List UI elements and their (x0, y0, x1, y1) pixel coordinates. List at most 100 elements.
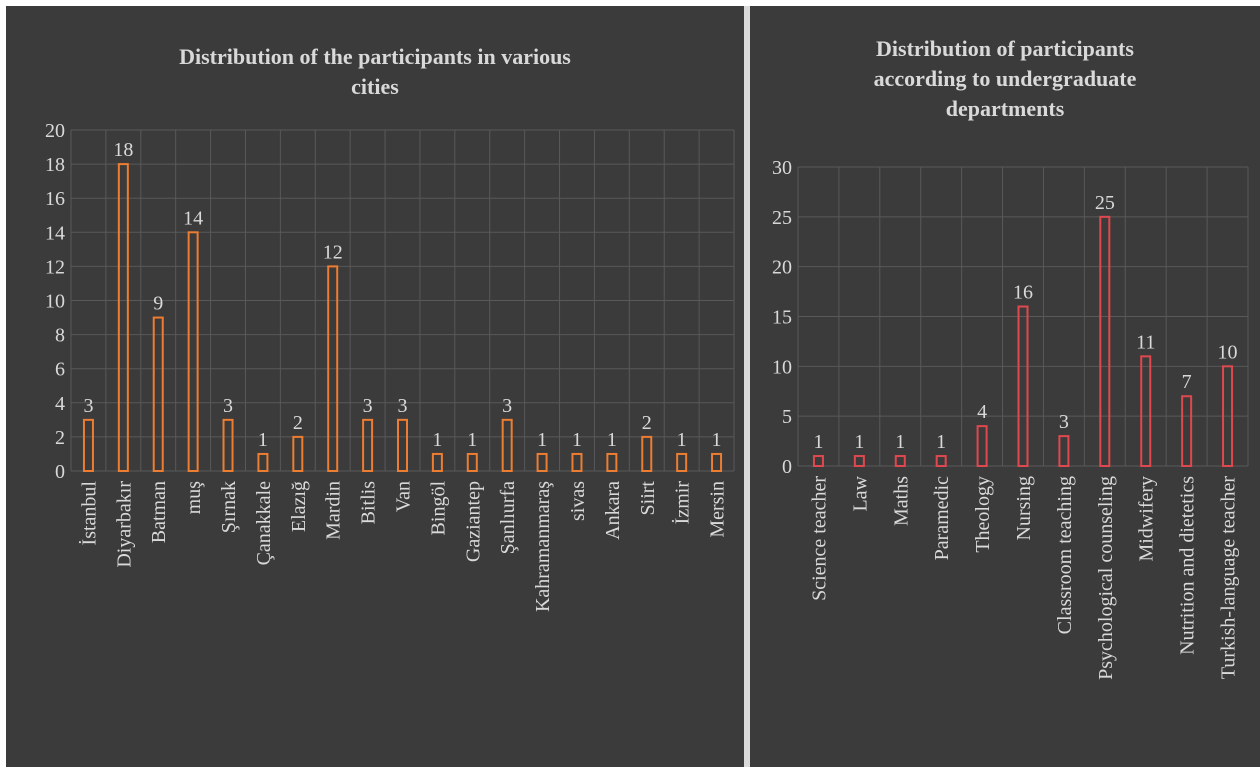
bar (431, 452, 443, 473)
data-label: 1 (895, 431, 905, 453)
bar (1181, 395, 1193, 468)
data-label: 1 (467, 429, 477, 451)
data-label: 3 (363, 395, 373, 417)
x-tick-label: Law (849, 475, 871, 511)
data-label: 3 (223, 395, 233, 417)
chart-title-departments: Distribution of participants according t… (873, 36, 1137, 121)
data-label: 1 (572, 429, 582, 451)
bar (711, 452, 723, 473)
bar (117, 163, 129, 472)
bar (501, 418, 513, 473)
bar-chart-cities: 024681012141618203İstanbul18Diyarbakır9B… (45, 120, 735, 612)
bar (1222, 365, 1234, 468)
bar (812, 455, 824, 467)
x-tick-label: Mardin (323, 481, 345, 540)
bar (606, 452, 618, 473)
x-tick-label: sivas (567, 481, 589, 521)
data-label: 7 (1182, 371, 1192, 393)
x-tick-label: Paramedic (931, 476, 953, 561)
bar-chart-departments: 0 5 10 15 20 25 30 1 Science teacher 1 Law 1 Maths 1 P… (772, 157, 1249, 680)
x-tick-label: Nursing (1013, 476, 1035, 540)
bar (1140, 355, 1152, 467)
y-tick-label: 5 (782, 406, 792, 428)
bar (327, 265, 339, 472)
data-label: 1 (432, 429, 442, 451)
data-label: 11 (1136, 331, 1155, 353)
x-tick-label: İstanbul (77, 481, 100, 546)
data-label: 1 (537, 429, 547, 451)
chart-title-cities: Distribution of the participants in vari… (179, 44, 571, 99)
data-label: 18 (113, 139, 133, 161)
bar (1017, 305, 1029, 467)
x-tick-label: Ankara (602, 481, 624, 540)
x-tick-label: Nutrition and dietetics (1177, 476, 1199, 655)
y-tick-label: 20 (45, 120, 65, 142)
bar (82, 418, 94, 473)
x-tick-label: Bingöl (427, 481, 449, 536)
x-tick-label: Classroom teaching (1054, 476, 1076, 634)
data-label: 14 (183, 207, 203, 229)
bar (571, 452, 583, 473)
bar (1099, 215, 1111, 467)
x-tick-label: muş (183, 481, 205, 515)
x-tick-label: Psychological counseling (1095, 476, 1117, 680)
x-tick-label: Mersin (707, 481, 729, 538)
data-label: 1 (854, 431, 864, 453)
data-label: 2 (293, 412, 303, 434)
data-label: 25 (1095, 192, 1115, 214)
y-tick-label: 25 (772, 207, 792, 229)
y-tick-label: 30 (772, 157, 792, 179)
x-tick-label: Theology (972, 476, 994, 553)
y-tick-label: 12 (45, 256, 65, 278)
y-tick-label: 14 (45, 222, 65, 244)
data-label: 9 (153, 293, 163, 315)
data-label: 3 (398, 395, 408, 417)
x-tick-label: Siirt (637, 481, 659, 516)
bar (1058, 435, 1070, 468)
y-tick-label: 4 (55, 393, 65, 415)
bar (466, 452, 478, 473)
data-label: 1 (712, 429, 722, 451)
bar (894, 455, 906, 467)
x-tick-label: Elazığ (288, 481, 310, 532)
chart-panel-cities: Distribution of the participants in vari… (6, 6, 744, 767)
y-tick-label: 16 (45, 188, 65, 210)
y-tick-label: 20 (772, 257, 792, 279)
panel-divider (744, 6, 750, 767)
data-label: 1 (258, 429, 268, 451)
data-label: 16 (1013, 282, 1033, 304)
x-tick-label: Midwifery (1136, 476, 1158, 562)
bar (292, 435, 304, 472)
x-tick-label: Science teacher (808, 476, 830, 601)
x-tick-label: Çanakkale (253, 481, 275, 566)
x-tick-label: Diyarbakır (113, 481, 135, 568)
bar (853, 455, 865, 467)
data-label: 1 (677, 429, 687, 451)
bar (397, 418, 408, 473)
x-tick-label: Şırnak (218, 481, 240, 533)
x-tick-label: Maths (890, 476, 912, 526)
bar (641, 435, 653, 472)
data-label: 4 (977, 401, 987, 423)
x-tick-label: İzmir (671, 481, 694, 525)
y-tick-label: 15 (772, 307, 792, 329)
y-tick-label: 6 (55, 359, 65, 381)
y-tick-label: 0 (55, 461, 65, 483)
x-tick-label: Gaziantep (462, 481, 484, 562)
data-label: 12 (323, 241, 343, 263)
bar (976, 425, 988, 467)
x-tick-label: Batman (148, 481, 170, 543)
y-tick-label: 2 (55, 427, 65, 449)
bar (935, 455, 947, 467)
bar (676, 452, 688, 473)
x-tick-label: Şanlıurfa (497, 481, 519, 554)
gridlines (70, 129, 735, 472)
x-tick-label: Kahramanmaraş (532, 481, 554, 612)
data-label: 10 (1218, 341, 1238, 363)
data-label: 1 (813, 431, 823, 453)
bar (222, 418, 234, 473)
data-label: 2 (642, 412, 652, 434)
bar (187, 231, 199, 472)
x-tick-label: Bitlis (358, 481, 380, 525)
bar (362, 418, 374, 473)
